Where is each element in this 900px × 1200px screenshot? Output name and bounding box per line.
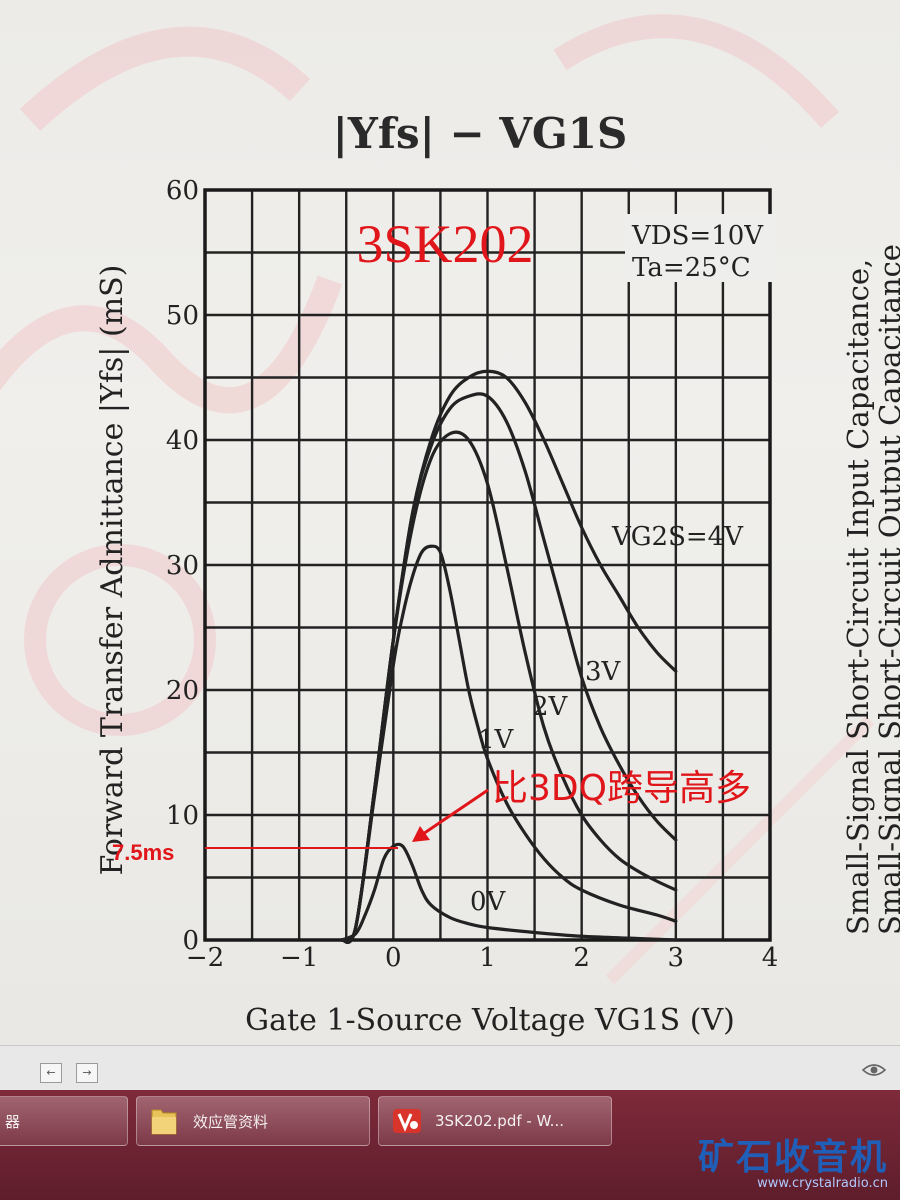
x-tick-label: 3 <box>668 943 685 973</box>
y-tick-label: 10 <box>166 801 199 831</box>
previous-page-button[interactable]: ← <box>40 1063 62 1083</box>
y-tick-labels: 0 10 20 30 40 50 60 <box>166 176 199 956</box>
taskbar: 器 效应管资料 3SK202.pdf - W... 矿石收音机 www.crys… <box>0 1090 900 1200</box>
taskbar-item-partial[interactable]: 器 <box>0 1096 128 1146</box>
x-tick-label: 4 <box>762 943 779 973</box>
annotation-value: 7.5ms <box>112 840 174 865</box>
annotation: 比3DQ跨导高多 7.5ms <box>112 768 751 865</box>
watermark <box>0 14 875 985</box>
y-tick-label: 0 <box>182 926 199 956</box>
eye-icon[interactable] <box>862 1060 886 1080</box>
y-tick-label: 40 <box>166 426 199 456</box>
site-watermark-logo: 矿石收音机 <box>697 1137 888 1178</box>
taskbar-item-partial-label: 器 <box>5 1112 21 1131</box>
x-axis-label: Gate 1-Source Voltage VG1S (V) <box>245 1003 735 1038</box>
side-text-line2: Small-Signal Short-Circuit Output Capaci… <box>873 244 900 935</box>
curve-label-4v: VG2S=4V <box>611 522 744 552</box>
curve-label-0v: 0V <box>470 887 507 917</box>
series-line-2 <box>339 430 678 944</box>
x-tick-label: 2 <box>573 943 590 973</box>
document-page: |Yfs| − VG1S 3SK202 VDS=10V Ta=25°C Gate… <box>0 0 900 1045</box>
grid <box>203 188 772 942</box>
taskbar-item-pdf-label: 3SK202.pdf - W... <box>435 1112 564 1130</box>
condition-ta: Ta=25°C <box>632 253 751 283</box>
chip-label: 3SK202 <box>356 214 533 274</box>
pdf-reader-icon <box>393 1109 421 1133</box>
site-watermark-url: www.crystalradio.cn <box>757 1176 888 1191</box>
side-text-line1: Small-Signal Short-Circuit Input Capacit… <box>841 259 875 935</box>
taskbar-item-pdf[interactable]: 3SK202.pdf - W... <box>378 1096 612 1146</box>
curve-label-2v: 2V <box>532 692 569 722</box>
x-tick-label: 1 <box>479 943 496 973</box>
x-tick-label: 0 <box>385 943 402 973</box>
folder-icon <box>151 1109 177 1135</box>
plot-frame <box>203 188 772 942</box>
y-tick-label: 30 <box>166 551 199 581</box>
x-tick-label: −1 <box>280 943 318 973</box>
annotation-arrowhead <box>412 826 430 842</box>
taskbar-item-folder-label: 效应管资料 <box>193 1112 269 1131</box>
chart-title: |Yfs| − VG1S <box>333 109 628 158</box>
x-tick-label: −2 <box>186 943 224 973</box>
condition-vds: VDS=10V <box>631 221 764 251</box>
series-curves <box>339 369 678 944</box>
series-line-4 <box>339 842 678 942</box>
next-page-button[interactable]: → <box>76 1063 98 1083</box>
series-line-3 <box>339 544 678 944</box>
x-tick-labels: −2 −1 0 1 2 3 4 <box>186 943 778 973</box>
y-tick-label: 50 <box>166 301 199 331</box>
annotation-arrow-line <box>419 788 489 838</box>
curve-label-1v: 1V <box>478 725 515 755</box>
annotation-text: 比3DQ跨导高多 <box>492 768 751 809</box>
conditions-box <box>625 214 775 282</box>
curve-label-3v: 3V <box>585 657 622 687</box>
y-axis-label: Forward Transfer Admittance |Yfs| (mS) <box>95 265 130 876</box>
y-tick-label: 60 <box>166 176 199 206</box>
chart: |Yfs| − VG1S 3SK202 VDS=10V Ta=25°C Gate… <box>0 14 900 1038</box>
taskbar-item-folder[interactable]: 效应管资料 <box>136 1096 370 1146</box>
y-tick-label: 20 <box>166 676 199 706</box>
viewer-toolbar: ← → <box>0 1045 900 1091</box>
